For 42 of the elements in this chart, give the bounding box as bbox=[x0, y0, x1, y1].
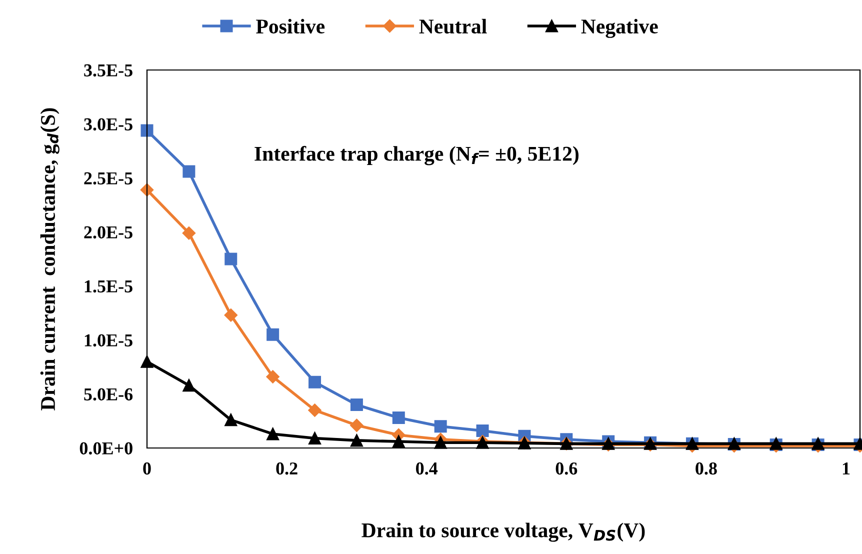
x-tick-label: 0.6 bbox=[556, 462, 578, 475]
annotation: Interface trap charge (N$_{f}$= ±0, 5E12) bbox=[254, 146, 579, 166]
point bbox=[182, 379, 196, 392]
point bbox=[224, 414, 238, 426]
point bbox=[308, 404, 322, 417]
point bbox=[140, 355, 154, 368]
point bbox=[350, 434, 363, 447]
point bbox=[266, 428, 280, 440]
point bbox=[266, 328, 280, 341]
y-tick-label: 1.0E-5 bbox=[84, 334, 132, 347]
y-tick-label: 2.0E-5 bbox=[84, 226, 132, 239]
point bbox=[266, 370, 280, 384]
x-axis-title: Drain to source voltage, V$_{DS}$(V) bbox=[362, 522, 645, 542]
point bbox=[392, 435, 405, 448]
y-tick-label: 3.0E-5 bbox=[84, 118, 132, 131]
point bbox=[392, 412, 405, 424]
y-tick-label: 0.0E+0 bbox=[80, 442, 132, 455]
point bbox=[140, 124, 154, 137]
point bbox=[308, 432, 322, 445]
point bbox=[308, 376, 322, 388]
y-tick-label: 5.0E-6 bbox=[84, 388, 133, 401]
point bbox=[350, 418, 364, 432]
point bbox=[350, 398, 363, 412]
point bbox=[224, 252, 238, 266]
point bbox=[224, 308, 238, 322]
y-tick-label: 3.5E-5 bbox=[84, 64, 132, 77]
legend-label: Positive bbox=[256, 18, 325, 34]
x-tick-label: 0 bbox=[143, 462, 151, 475]
point bbox=[434, 436, 447, 449]
point bbox=[434, 420, 447, 433]
y-tick-label: 1.5E-5 bbox=[84, 280, 132, 293]
x-tick-label: 0.4 bbox=[416, 462, 438, 475]
point bbox=[476, 424, 489, 437]
x-tick-label: 1 bbox=[842, 462, 850, 474]
point bbox=[182, 165, 196, 178]
x-tick-label: 0.8 bbox=[696, 462, 717, 475]
legend-label: Negative bbox=[581, 18, 658, 38]
y-axis-title: Drain current conductance, g$_{d}$(S) bbox=[40, 108, 60, 410]
x-tick-label: 0.2 bbox=[276, 462, 298, 475]
y-tick-label: 2.5E-5 bbox=[84, 172, 132, 185]
point bbox=[182, 226, 196, 240]
legend-label: Neutral bbox=[419, 18, 487, 34]
